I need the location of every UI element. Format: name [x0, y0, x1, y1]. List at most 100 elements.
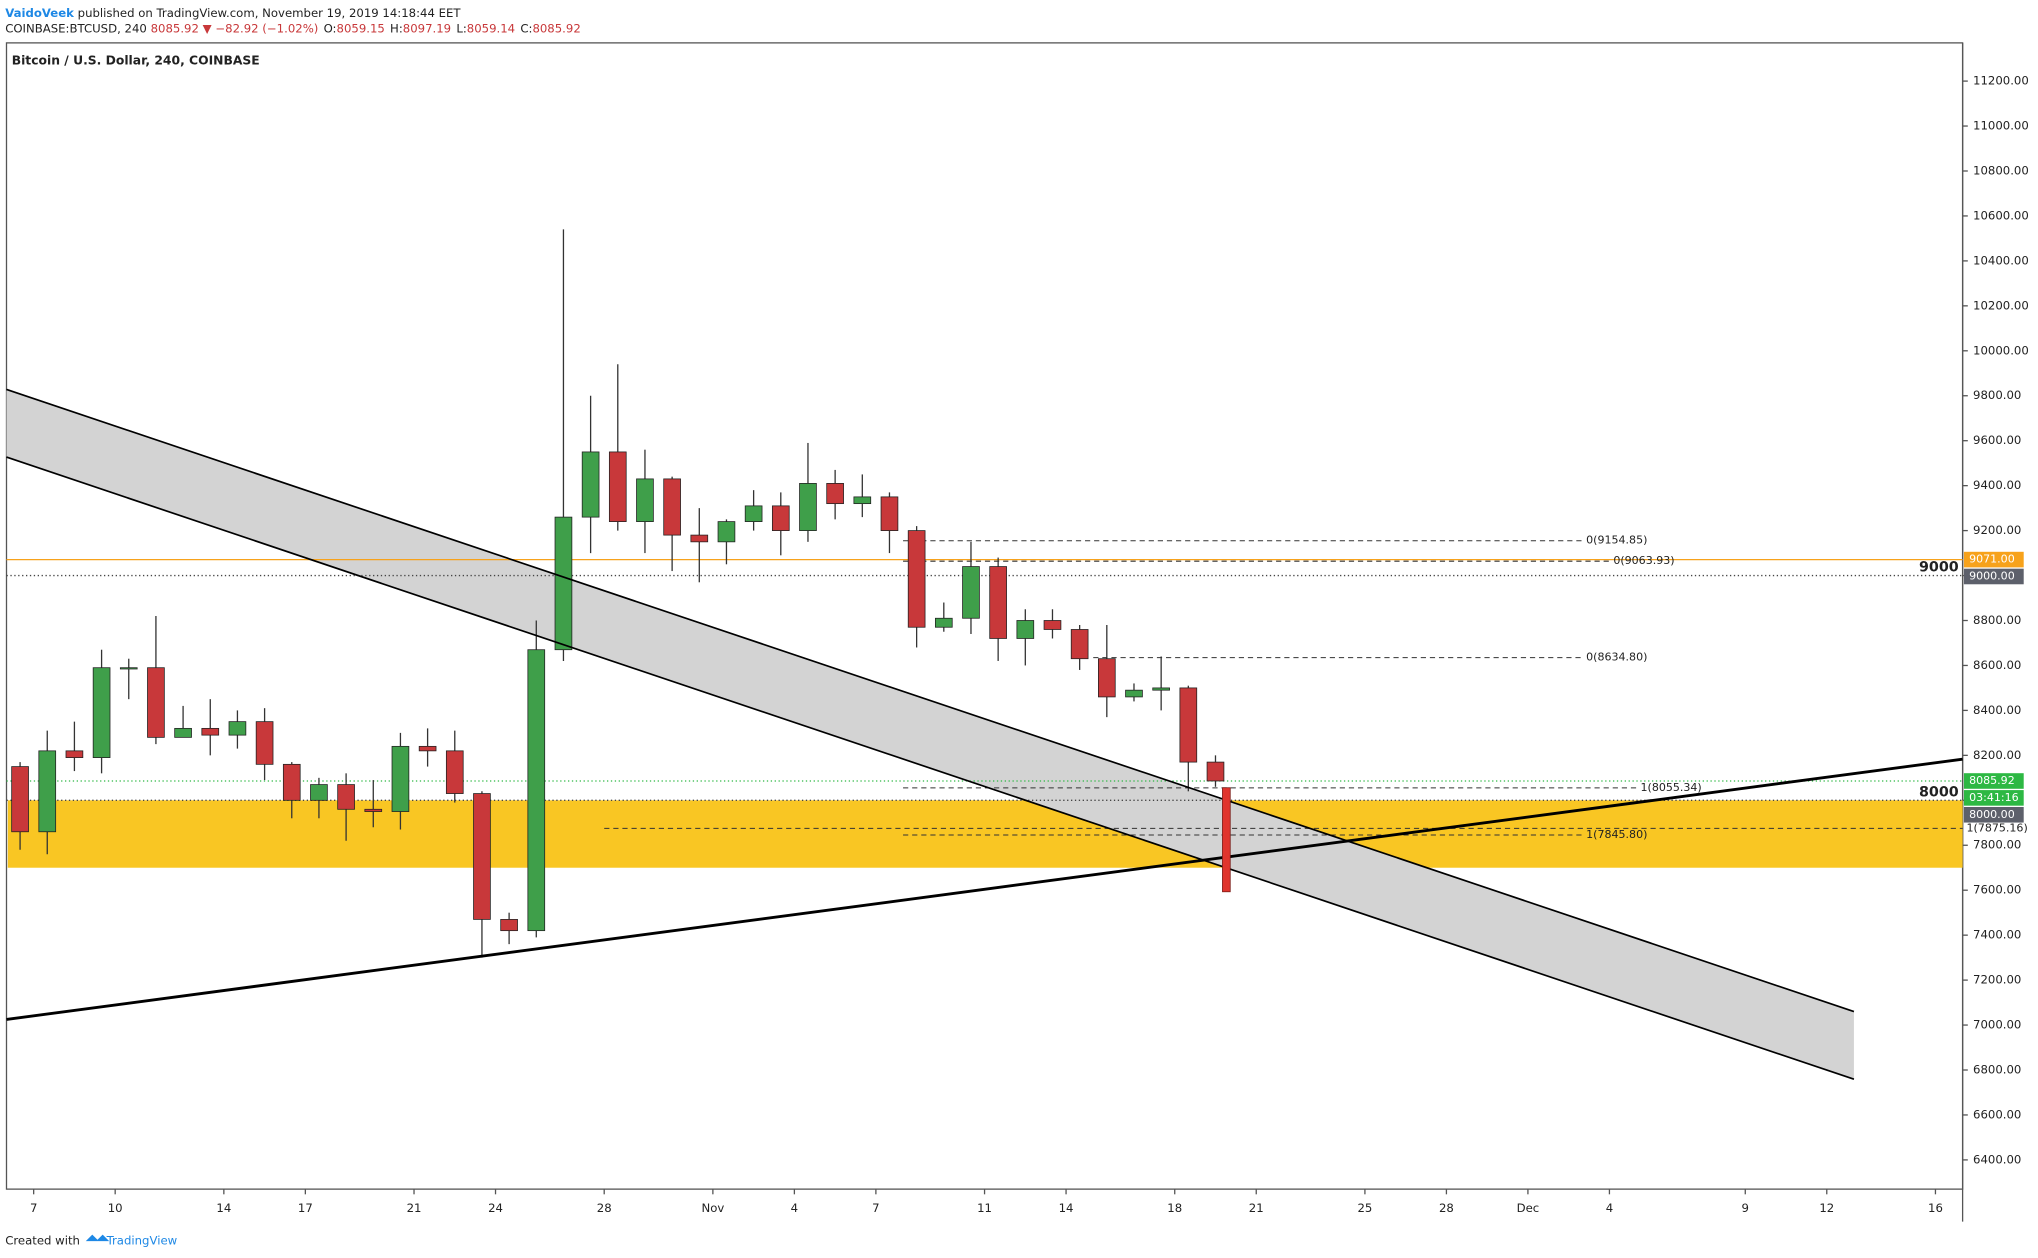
candle-body: [65, 750, 84, 758]
trend-line: [6, 456, 1855, 1081]
fib-label: 1(7875.16): [1967, 821, 2028, 834]
price-badge: [1963, 806, 2024, 823]
price-badge-label: 8085.92: [1969, 774, 2015, 787]
y-tick-label: 11000.00: [1973, 119, 2029, 133]
candle-body: [1016, 620, 1035, 639]
x-tick-label: 28: [597, 1201, 612, 1215]
y-tick-label: 10600.00: [1973, 208, 2029, 222]
ohlc-value: 8097.19: [403, 21, 451, 35]
fib-label: 1(8055.34): [1640, 781, 1701, 794]
x-tick-label: 4: [791, 1201, 798, 1215]
ohlc-key: O:: [324, 21, 337, 35]
y-tick-label: 7800.00: [1973, 838, 2021, 852]
candle-body: [1043, 620, 1062, 630]
y-tick-label: 7000.00: [1973, 1018, 2021, 1032]
author[interactable]: VaidoVeek: [5, 5, 74, 19]
candle-body: [445, 750, 464, 794]
trend-line: [6, 388, 1855, 1013]
change: ▼ −82.92 (−1.02%): [203, 21, 319, 35]
fib-label: 1(7845.80): [1586, 828, 1647, 841]
x-tick-label: 21: [1249, 1201, 1264, 1215]
x-tick-label: 14: [216, 1201, 231, 1215]
price-badge-label: 8000.00: [1969, 808, 2015, 821]
level-label: 9000: [1919, 560, 1959, 576]
y-tick-label: 9800.00: [1973, 388, 2021, 402]
footer-brand[interactable]: TradingView: [106, 1234, 178, 1248]
symbol-line: COINBASE:BTCUSD, 240 8085.92 ▼ −82.92 (−…: [5, 21, 581, 35]
x-tick-label: 14: [1059, 1201, 1074, 1215]
footer-text: Created with: [5, 1234, 80, 1248]
candle-body: [581, 451, 600, 518]
ohlc-key: L:: [456, 21, 466, 35]
y-tick-label: 8600.00: [1973, 658, 2021, 672]
x-tick-label: 25: [1357, 1201, 1372, 1215]
candle-body: [1206, 761, 1225, 782]
x-tick-label: 7: [30, 1201, 37, 1215]
candle-body: [418, 745, 437, 752]
level-label: 8000: [1919, 785, 1959, 801]
y-tick-label: 9400.00: [1973, 478, 2021, 492]
x-tick-label: Dec: [1517, 1201, 1540, 1215]
candle-body: [1070, 629, 1089, 660]
candle-body: [717, 521, 736, 543]
x-tick-label: 12: [1819, 1201, 1834, 1215]
y-tick-label: 10000.00: [1973, 343, 2029, 357]
ohlc-key: H:: [390, 21, 403, 35]
x-tick-label: 16: [1928, 1201, 1943, 1215]
published: published on TradingView.com, November 1…: [78, 5, 462, 19]
candle-body: [38, 750, 57, 833]
candle-body: [1125, 689, 1143, 698]
logo: [85, 1234, 110, 1242]
plot: 9000 8000 0(9154.85) 0(9063.93) 0(8634.80) 1(…: [6, 229, 2028, 1081]
price-badge: [1963, 773, 2024, 789]
y-tick-label: 6400.00: [1973, 1152, 2021, 1166]
candle-body: [473, 793, 491, 920]
candle-body: [744, 505, 763, 522]
ohlc-value: 8059.14: [467, 21, 515, 35]
channel-fill: [6, 389, 1854, 1080]
candle-body: [771, 505, 790, 531]
trend-line: [6, 757, 1963, 1021]
y-tick-label: 10200.00: [1973, 298, 2029, 312]
candle-body: [962, 566, 980, 619]
countdown-badge-label: 03:41:16: [1969, 791, 2019, 804]
candle-body: [364, 808, 383, 812]
candle-body: [799, 483, 817, 531]
candle-body: [201, 727, 220, 736]
fib-label: 0(8634.80): [1586, 651, 1647, 664]
candle-body: [119, 667, 138, 670]
candle-body: [853, 496, 872, 505]
x-tick-label: 9: [1742, 1201, 1749, 1215]
y-tick-label: 8400.00: [1973, 703, 2021, 717]
y-tick-label: 9600.00: [1973, 433, 2021, 447]
candle-body: [880, 496, 899, 531]
candle-body: [663, 478, 681, 536]
candle-body: [1152, 687, 1170, 691]
y-tick-label: 8800.00: [1973, 613, 2021, 627]
x-tick-label: 28: [1439, 1201, 1454, 1215]
candle-body: [989, 566, 1007, 639]
price-badge-label: 9000.00: [1969, 569, 2015, 582]
candle-body: [554, 516, 573, 651]
y-tick-label: 9200.00: [1973, 523, 2021, 537]
y-tick-label: 6600.00: [1973, 1107, 2021, 1121]
ohlc-value: 8085.92: [532, 21, 580, 35]
countdown-badge: [1963, 790, 2024, 806]
candle-body: [690, 534, 709, 543]
x-tick-label: 17: [298, 1201, 313, 1215]
support-zone: [7, 800, 1963, 868]
y-tick-label: 8200.00: [1973, 748, 2021, 762]
candle-body: [228, 721, 247, 736]
x-tick-label: 21: [407, 1201, 422, 1215]
candle-body: [907, 530, 926, 628]
candle-body: [934, 617, 953, 628]
candle-body: [92, 667, 111, 758]
candle-body: [174, 727, 192, 738]
candle-body: [337, 784, 355, 810]
candle-body: [147, 667, 165, 738]
chart-title: Bitcoin / U.S. Dollar, 240, COINBASE: [12, 54, 260, 68]
candle-body: [1098, 658, 1116, 698]
y-tick-label: 10800.00: [1973, 163, 2029, 177]
projection-marker: [1222, 787, 1231, 893]
